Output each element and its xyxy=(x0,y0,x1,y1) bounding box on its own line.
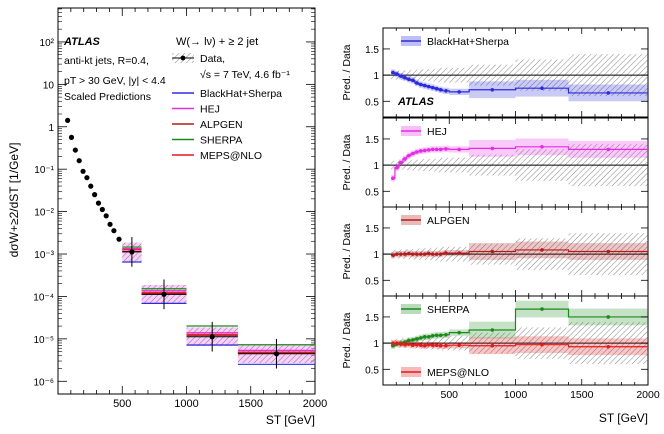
ratio-y-tick-label-0: 0.5 xyxy=(365,97,379,108)
ratio-y-tick-label-3: 0.5 xyxy=(365,365,379,376)
ratio-atlas-label: ATLAS xyxy=(397,96,435,108)
ratio-legend-label-MEPS@NLO: MEPS@NLO xyxy=(427,367,489,379)
ratio-y-tick-label-1: 0.5 xyxy=(365,187,379,198)
ratio-x-axis-label: ST [GeV] xyxy=(599,411,648,425)
data-point xyxy=(95,200,102,206)
main-x-tick-label: 1500 xyxy=(239,398,263,410)
data-point xyxy=(273,351,280,357)
info-scaled: Scaled Predictions xyxy=(64,91,151,103)
ratio-line-MEPS@NLO xyxy=(390,342,648,348)
ratio-x-tick-label: 1000 xyxy=(504,389,528,401)
legend-label-4: MEPS@NLO xyxy=(200,150,262,162)
data-point xyxy=(103,213,109,219)
ratio-legend-label-ALPGEN: ALPGEN xyxy=(427,215,470,227)
data-point xyxy=(129,249,135,255)
legend-label-2: ALPGEN xyxy=(200,119,243,131)
data-point xyxy=(84,175,90,181)
main-x-tick-label: 500 xyxy=(113,398,131,410)
ratio-y-tick-label-3: 1.5 xyxy=(365,313,379,324)
data-point xyxy=(92,192,98,198)
legend-label-0: BlackHat+Sherpa xyxy=(200,88,282,100)
ratio-y-tick-label-0: 1 xyxy=(373,71,379,82)
ratio-y-axis-label-0: Pred. / Data xyxy=(341,44,353,100)
main-y-tick-label: 10⁻¹ xyxy=(34,165,54,176)
data-point xyxy=(209,334,215,340)
main-y-tick-label: 10⁻² xyxy=(34,208,54,219)
data-point xyxy=(161,291,167,297)
ratio-y-axis-label-1: Pred. / Data xyxy=(341,134,353,190)
info-cuts: pT > 30 GeV, |y| < 4.4 xyxy=(64,75,166,87)
legend-data-label: Data, xyxy=(200,53,225,65)
data-point xyxy=(107,221,113,227)
data-point xyxy=(88,183,94,189)
ratio-legend-label-HEJ: HEJ xyxy=(427,126,447,138)
legend-data-marker xyxy=(180,55,186,61)
ratio-legend-label-BlackHat+Sherpa: BlackHat+Sherpa xyxy=(427,36,509,48)
ratio-x-tick-label: 500 xyxy=(440,389,458,401)
ratio-line-BlackHat+Sherpa xyxy=(390,71,648,94)
data-point xyxy=(76,158,82,164)
data-point xyxy=(116,236,122,242)
ratio-y-tick-label-2: 1 xyxy=(373,250,379,261)
ratio-y-tick-label-2: 1.5 xyxy=(365,224,379,235)
main-y-tick-label: 10⁻⁴ xyxy=(33,292,54,303)
ratio-line-ALPGEN xyxy=(390,249,648,256)
main-y-tick-label: 10⁻⁶ xyxy=(33,377,54,388)
main-y-tick-label: 10⁻⁵ xyxy=(33,335,54,346)
ratio-y-tick-label-0: 1.5 xyxy=(365,45,379,56)
ratio-line-SHERPA xyxy=(390,308,648,347)
ratio-y-tick-label-1: 1.5 xyxy=(365,135,379,146)
ratio-line-HEJ xyxy=(390,146,648,179)
data-point xyxy=(65,117,71,124)
ratio-legend-label-SHERPA: SHERPA xyxy=(427,304,469,316)
main-y-axis-label: dσW+≥2/dST [1/GeV] xyxy=(7,143,21,258)
main-y-tick-label: 10 xyxy=(43,80,55,91)
main-y-tick-label: 1 xyxy=(48,123,54,134)
main-x-axis-label: ST [GeV] xyxy=(266,413,315,427)
ratio-y-tick-label-1: 1 xyxy=(373,161,379,172)
ratio-y-axis-label-2: Pred. / Data xyxy=(341,223,353,279)
ratio-x-tick-label: 2000 xyxy=(636,389,660,401)
legend-label-3: SHERPA xyxy=(200,135,242,147)
ratio-x-tick-label: 1500 xyxy=(570,389,594,401)
ratio-y-tick-label-2: 0.5 xyxy=(365,276,379,287)
data-point xyxy=(68,134,75,140)
data-point xyxy=(111,228,117,234)
ratio-y-tick-label-3: 1 xyxy=(373,339,379,350)
main-x-tick-label: 2000 xyxy=(303,398,327,410)
legend-label-1: HEJ xyxy=(200,104,220,116)
ratio-y-axis-label-3: Pred. / Data xyxy=(341,312,353,368)
data-point xyxy=(72,147,78,153)
legend-lumi: √s = 7 TeV, 4.6 fb⁻¹ xyxy=(200,69,290,81)
main-x-tick-label: 1000 xyxy=(174,398,198,410)
main-atlas-label: ATLAS xyxy=(63,36,101,48)
legend-title: W(→ lν) + ≥ 2 jet xyxy=(176,36,258,48)
data-point xyxy=(99,206,105,213)
info-jets: anti-kt jets, R=0.4, xyxy=(64,55,149,67)
main-y-tick-label: 10² xyxy=(40,38,55,49)
main-y-tick-label: 10⁻³ xyxy=(34,250,54,261)
data-point xyxy=(80,168,86,174)
